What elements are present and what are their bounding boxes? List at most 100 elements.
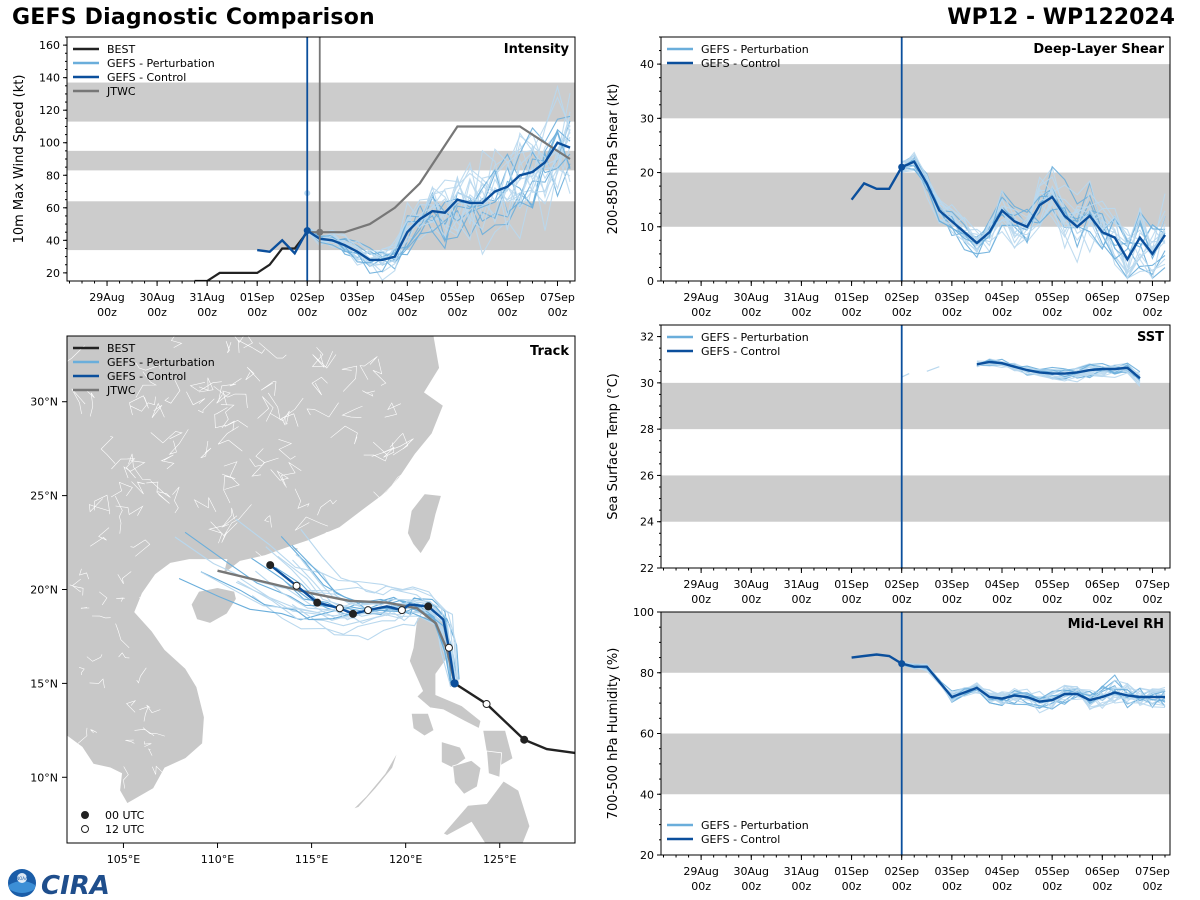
intensity-xtick-label: 00z [197, 306, 217, 319]
track-control-00utc-point [348, 609, 357, 618]
shear-xtick-label: 00z [892, 306, 912, 319]
track-legend-label: JTWC [106, 384, 136, 397]
sst-xtick-label: 01Sep [834, 578, 869, 591]
rh-legend-label: GEFS - Perturbation [701, 819, 809, 832]
land-leyte [486, 750, 503, 778]
rh-xtick-label: 00z [942, 880, 962, 893]
track-ytick-label: 15°N [30, 677, 58, 690]
shear-xtick-label: 00z [1042, 306, 1062, 319]
rh-plot-area [661, 612, 1170, 795]
shear-xtick-label: 29Aug [683, 291, 718, 304]
province-border [72, 578, 82, 592]
province-border [110, 481, 133, 498]
track-ytick-label: 25°N [30, 490, 58, 503]
track-best-00utc-point [520, 735, 529, 744]
province-border [178, 591, 191, 607]
province-border [384, 402, 401, 418]
province-border [115, 495, 123, 534]
rh-xtick-label: 06Sep [1085, 865, 1120, 878]
province-border [341, 405, 363, 418]
province-border [170, 336, 183, 348]
intensity-legend-label: BEST [107, 43, 135, 56]
shear-xtick-label: 00z [792, 306, 812, 319]
province-border [67, 345, 85, 362]
province-border [135, 371, 157, 398]
shear-xtick-label: 00z [842, 306, 862, 319]
track-panel-label: Track [530, 344, 569, 359]
sst-xtick-label: 00z [792, 593, 812, 606]
province-border [198, 398, 215, 414]
province-border [144, 741, 152, 747]
sst-xtick-label: 31Aug [784, 578, 819, 591]
intensity-xtick-label: 02Sep [290, 291, 325, 304]
province-border [130, 539, 151, 557]
track-legend-label: GEFS - Control [107, 370, 186, 383]
province-border [294, 488, 310, 509]
province-border [198, 377, 214, 393]
sst-xtick-label: 00z [942, 593, 962, 606]
track-perturbation-line [237, 580, 457, 686]
shear-xtick-label: 00z [691, 306, 711, 319]
province-border [129, 395, 149, 416]
rh-perturbation-line [901, 664, 1166, 714]
province-border [363, 441, 388, 462]
province-border [69, 584, 84, 596]
track-control-12utc-point [444, 643, 453, 652]
province-border [362, 390, 375, 397]
intensity-ytick-label: 40 [46, 234, 60, 247]
rh-xtick-label: 03Sep [934, 865, 969, 878]
sst-xtick-label: 30Aug [734, 578, 769, 591]
track-legend-label: BEST [107, 342, 135, 355]
rh-ylabel: 700-500 hPa Humidity (%) [606, 648, 621, 820]
shear-ytick-label: 10 [640, 221, 654, 234]
province-border [77, 727, 88, 744]
rh-xtick-label: 01Sep [834, 865, 869, 878]
intensity-ytick-label: 120 [39, 104, 60, 117]
province-border [180, 570, 193, 586]
province-border [258, 342, 287, 359]
province-border [152, 765, 164, 775]
shear-legend-label: GEFS - Control [701, 57, 780, 70]
rh-xtick-label: 07Sep [1135, 865, 1170, 878]
rh-band [661, 733, 1170, 795]
track-xtick-label: 115°E [295, 853, 328, 866]
province-border [218, 378, 242, 401]
province-border [131, 481, 145, 495]
intensity-ytick-label: 80 [46, 169, 60, 182]
province-border [312, 530, 342, 551]
province-border [168, 429, 189, 455]
sst-xtick-label: 02Sep [884, 578, 919, 591]
track-plot-area [67, 336, 575, 843]
province-border [270, 469, 289, 486]
land-negros_cebu [452, 759, 482, 795]
shear-legend-label: GEFS - Perturbation [701, 43, 809, 56]
province-border [322, 538, 349, 561]
track-control-00utc-point [266, 561, 275, 570]
province-border [79, 568, 89, 580]
cira-wordmark: CIRA [41, 871, 110, 897]
rh-xtick-label: 00z [892, 880, 912, 893]
intensity-xtick-label: 04Sep [390, 291, 425, 304]
rh-xtick-label: 31Aug [784, 865, 819, 878]
sst-xtick-label: 03Sep [934, 578, 969, 591]
province-border [214, 407, 228, 429]
rh-xtick-label: 00z [1092, 880, 1112, 893]
shear-xtick-label: 00z [992, 306, 1012, 319]
track-marker-legend-symbol [81, 811, 89, 819]
shear-plot-area [661, 64, 1170, 281]
province-border [264, 515, 272, 528]
sst-xtick-label: 00z [992, 593, 1012, 606]
province-border [269, 410, 290, 425]
province-border [318, 546, 333, 583]
intensity-perturbation-line [306, 115, 571, 264]
province-border [94, 494, 111, 515]
rh-xtick-label: 00z [741, 880, 761, 893]
rh-ytick-label: 40 [640, 788, 654, 801]
sst-legend-label: GEFS - Perturbation [701, 331, 809, 344]
intensity-band [67, 82, 575, 122]
province-border [189, 381, 222, 392]
shear-xtick-label: 30Aug [734, 291, 769, 304]
shear-xtick-label: 31Aug [784, 291, 819, 304]
sst-ylabel: Sea Surface Temp (°C) [606, 373, 621, 520]
intensity-xtick-label: 29Aug [89, 291, 124, 304]
